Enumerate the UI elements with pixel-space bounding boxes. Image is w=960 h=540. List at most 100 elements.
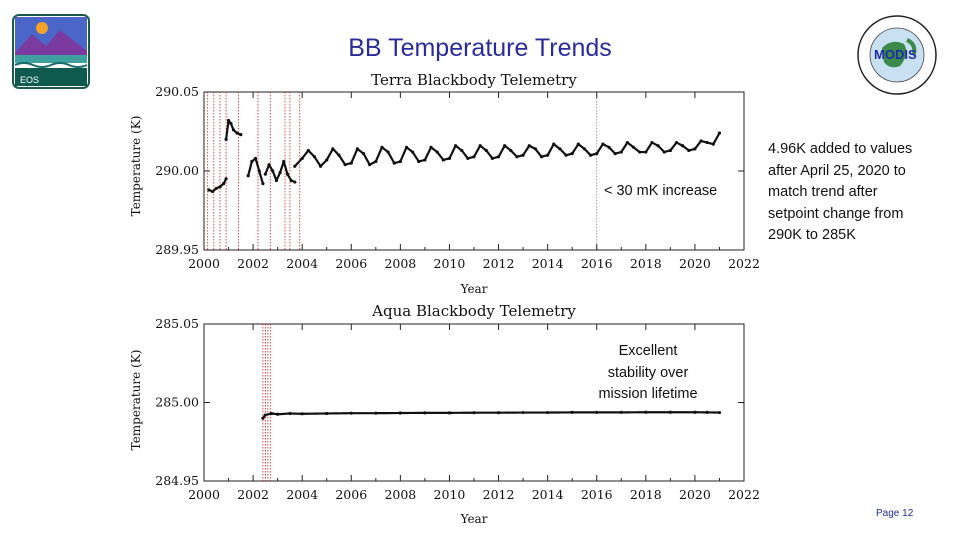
aqua-series-line-0 [262,411,721,419]
terra-data-point [503,144,507,148]
terra-x-tick-label-2: 2004 [286,256,318,271]
terra-chart: Terra Blackbody Telemetry Temperature (K… [129,71,760,296]
terra-data-point [564,153,568,157]
terra-data-point [515,155,519,159]
terra-y-tick-label-1: 290.00 [155,163,199,178]
terra-data-point [595,152,599,156]
terra-data-point [282,159,286,164]
terra-x-tick-label-3: 2006 [335,256,367,271]
terra-data-point [662,150,666,154]
terra-data-point [441,158,445,162]
terra-data-point [546,153,550,157]
terra-data-point [263,172,267,176]
terra-data-point [693,147,697,151]
terra-data-point [687,148,691,153]
terra-data-point [267,163,271,167]
aqua-x-tick-label-7: 2014 [532,487,564,502]
terra-data-point [224,177,228,181]
terra-x-tick-label-9: 2018 [630,256,662,271]
terra-data-point [257,169,261,173]
terra-data-point [650,140,654,145]
aqua-x-tick-label-8: 2016 [581,487,613,502]
terra-data-point [380,145,384,149]
terra-data-point [318,164,323,168]
terra-y-axis-label: Temperature (K) [129,116,143,217]
terra-data-point [674,140,679,145]
terra-data-point [613,152,617,156]
aqua-data-point [619,410,623,414]
terra-adjust-note: 4.96K added to values after April 25, 20… [768,139,946,247]
terra-data-point [447,156,452,160]
terra-data-point [588,153,593,157]
terra-data-point [224,137,228,141]
aqua-y-tick-label-2: 285.05 [155,316,199,331]
aqua-data-point [693,410,697,414]
aqua-x-tick-label-3: 2006 [335,487,367,502]
terra-data-point [552,142,556,146]
terra-data-point [496,155,501,159]
aqua-data-point [447,411,452,415]
aqua-x-tick-label-1: 2002 [237,487,269,502]
aqua-stability-note: Excellent stability over mission lifetim… [568,341,728,406]
terra-adjust-line-1: 4.96K added to values [768,141,913,157]
terra-data-point [218,185,222,189]
terra-x-tick-label-7: 2014 [532,256,564,271]
modis-logo-text: MODIS [874,47,917,62]
terra-x-tick-label-6: 2012 [483,256,515,271]
terra-data-point [478,144,482,148]
aqua-y-tick-label-0: 284.95 [155,473,199,488]
terra-data-point [355,147,360,151]
terra-data-point [293,180,297,184]
terra-data-point [453,144,458,148]
aqua-y-tick-label-1: 285.00 [155,395,199,410]
terra-data-point [435,150,439,154]
terra-adjust-line-5: 290K to 285K [768,227,856,243]
terra-data-point [656,144,660,148]
aqua-stability-line-2: stability over [607,364,689,381]
terra-x-tick-label-0: 2000 [188,256,220,271]
terra-data-point [429,145,433,149]
terra-data-point [222,182,226,186]
terra-adjust-line-3: match trend after [768,184,878,200]
aqua-x-tick-label-11: 2022 [728,487,760,502]
terra-data-point [246,174,250,178]
aqua-data-point [668,410,672,414]
terra-x-tick-label-5: 2010 [434,256,466,271]
terra-data-point [484,148,488,153]
terra-data-point [558,147,562,151]
terra-data-point [337,153,341,157]
aqua-data-point [261,416,265,420]
aqua-stability-line-1: Excellent [618,343,678,359]
terra-data-point [527,144,531,148]
terra-data-point [576,142,580,146]
aqua-data-point [374,411,378,415]
aqua-data-point [423,411,427,415]
aqua-x-tick-label-4: 2008 [384,487,416,502]
terra-x-tick-label-1: 2002 [237,256,269,271]
terra-y-tick-label-2: 290.05 [155,84,199,99]
aqua-data-point [705,410,709,414]
aqua-data-point [263,413,267,417]
terra-data-point [398,159,402,164]
terra-data-point [509,148,513,153]
aqua-data-point [521,410,525,415]
terra-chart-title: Terra Blackbody Telemetry [371,71,577,89]
aqua-data-point [472,411,476,415]
terra-data-point [239,133,243,137]
aqua-x-axis-label: Year [460,512,488,526]
aqua-x-tick-label-0: 2000 [188,487,220,502]
terra-data-point [214,186,218,190]
aqua-data-point [398,411,402,415]
terra-data-point [231,128,236,132]
terra-data-point [312,155,317,159]
terra-data-point [681,144,685,148]
terra-data-point [210,189,215,194]
modis-logo: MODIS [852,14,942,96]
aqua-data-point [644,410,648,414]
aqua-x-tick-label-5: 2010 [434,487,466,502]
terra-data-point [278,170,282,175]
terra-x-tick-label-4: 2008 [384,256,416,271]
terra-data-point [638,150,642,154]
eos-logo: EOS [12,14,90,89]
aqua-data-point [300,412,304,416]
